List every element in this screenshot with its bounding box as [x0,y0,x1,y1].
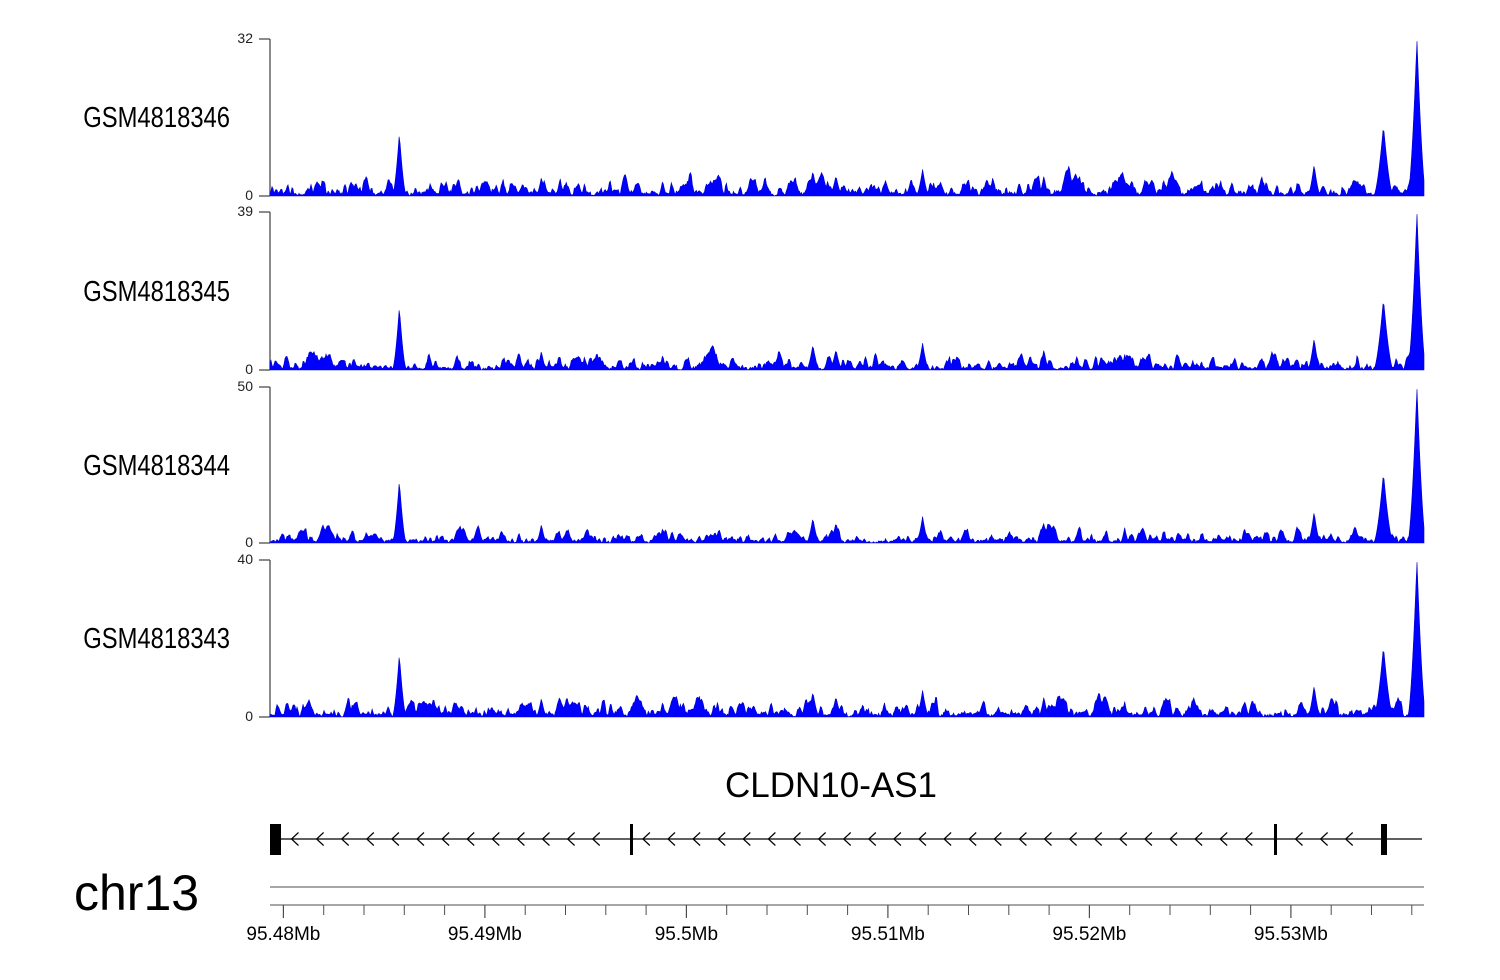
svg-text:95.5Mb: 95.5Mb [655,924,718,945]
svg-text:95.52Mb: 95.52Mb [1052,924,1126,945]
svg-text:95.53Mb: 95.53Mb [1254,924,1328,945]
svg-text:95.48Mb: 95.48Mb [246,924,320,945]
svg-text:95.51Mb: 95.51Mb [851,924,925,945]
svg-text:95.49Mb: 95.49Mb [448,924,522,945]
